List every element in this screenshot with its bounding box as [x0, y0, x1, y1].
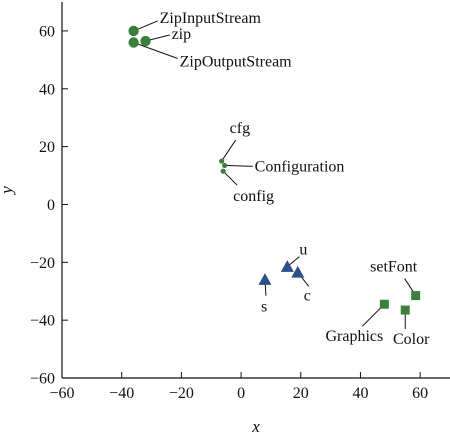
data-point	[258, 273, 272, 285]
y-axis-title: y	[0, 186, 16, 196]
leader-line	[224, 164, 253, 167]
y-tick-label: −60	[30, 371, 55, 388]
x-tick-label: 0	[237, 385, 245, 402]
y-tick-label: 0	[47, 197, 55, 214]
x-tick-label: −20	[169, 385, 194, 402]
axes: −60 −40 −20 0 20 40 60 −60 −40 −20 0 20 40 60	[30, 2, 450, 402]
x-tick-label: −40	[109, 385, 134, 402]
data-point	[128, 25, 139, 37]
point-label: ZipOutputStream	[180, 53, 293, 70]
data-point	[291, 265, 305, 278]
y-tick-label: 20	[39, 139, 55, 156]
data-point	[128, 37, 139, 48]
data-point	[220, 168, 226, 174]
point-label: s	[261, 299, 267, 316]
x-axis-title: x	[251, 417, 260, 436]
point-label: setFont	[370, 259, 418, 276]
data-points	[128, 25, 421, 315]
y-tick-label: 40	[39, 81, 55, 98]
leader-line	[133, 42, 178, 59]
x-tick-label: −60	[49, 385, 74, 402]
plot-area	[62, 2, 450, 378]
data-point	[219, 158, 225, 164]
y-tick-label: −40	[30, 313, 55, 330]
y-tick-label: 60	[39, 23, 55, 40]
point-label: ZipInputStream	[160, 10, 262, 27]
leader-line	[222, 170, 238, 186]
point-label: u	[299, 242, 307, 259]
data-point	[400, 305, 410, 315]
data-point	[140, 35, 151, 47]
data-point	[280, 260, 294, 272]
data-point	[222, 162, 228, 169]
y-tick-label: −20	[30, 255, 55, 272]
x-tick-label: 60	[412, 385, 428, 402]
point-label: cfg	[230, 120, 250, 137]
point-label: Graphics	[325, 328, 383, 345]
point-label: Configuration	[255, 158, 345, 175]
data-point	[411, 291, 421, 301]
point-label: zip	[172, 26, 192, 43]
point-label: config	[233, 188, 274, 205]
point-label: Color	[393, 331, 430, 348]
point-label: c	[304, 287, 311, 304]
data-point	[379, 299, 389, 309]
x-tick-label: 40	[352, 385, 368, 402]
x-tick-label: 20	[293, 385, 309, 402]
leader-line	[221, 139, 237, 162]
